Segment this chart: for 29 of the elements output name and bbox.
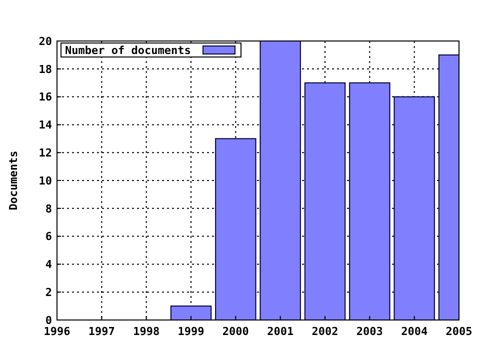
x-tick-label: 1998 bbox=[133, 325, 160, 338]
bar bbox=[170, 306, 212, 320]
y-tick-label: 14 bbox=[38, 118, 52, 132]
y-tick-label: 18 bbox=[38, 62, 52, 76]
x-tick-label: 2001 bbox=[267, 325, 294, 338]
bar bbox=[304, 82, 346, 320]
y-tick-label: 0 bbox=[45, 314, 52, 327]
x-tick-label: 2000 bbox=[222, 325, 249, 338]
x-tick-label: 2004 bbox=[401, 325, 428, 338]
y-tick-label: 8 bbox=[45, 202, 52, 216]
bar bbox=[215, 138, 256, 320]
legend-label: Number of documents bbox=[65, 44, 191, 57]
y-tick-label: 2 bbox=[45, 286, 52, 299]
y-tick-label: 4 bbox=[45, 258, 52, 272]
x-tick-label: 2005 bbox=[446, 325, 472, 338]
x-tick-label: 1997 bbox=[88, 325, 115, 338]
bar bbox=[394, 96, 435, 320]
y-tick-label: 16 bbox=[38, 90, 52, 104]
x-tick-label: 2002 bbox=[312, 325, 338, 338]
y-tick-label: 6 bbox=[45, 230, 52, 244]
y-tick-label: 12 bbox=[38, 146, 52, 160]
y-tick-label: 10 bbox=[38, 174, 52, 188]
y-axis-title: Documents bbox=[7, 150, 20, 210]
bar bbox=[260, 41, 301, 320]
x-tick-label: 1996 bbox=[44, 325, 71, 338]
bar bbox=[349, 82, 390, 320]
y-tick-label: 20 bbox=[38, 34, 52, 48]
x-tick-label: 2003 bbox=[356, 325, 383, 338]
x-tick-label: 1999 bbox=[178, 325, 204, 338]
